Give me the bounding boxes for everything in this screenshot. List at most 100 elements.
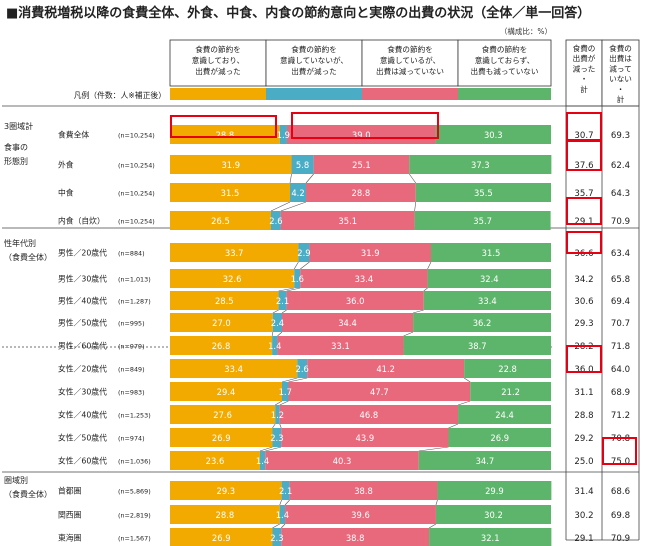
bar-value-label: 5.8 xyxy=(296,160,309,170)
legend-label: 凡例（件数：人※補正後） xyxy=(74,90,166,100)
summary-decreased: 30.2 xyxy=(574,511,593,521)
bar-segment xyxy=(286,291,424,310)
bar-segment xyxy=(279,405,459,424)
row-label: 関西圏 xyxy=(58,511,82,520)
bar-value-label: 2.3 xyxy=(270,433,283,443)
bar-value-label: 38.7 xyxy=(468,341,487,351)
series-header-text: 食費の節約を xyxy=(291,44,337,54)
row-n: (n=884) xyxy=(118,250,145,258)
summary-not-decreased: 64.0 xyxy=(611,365,630,375)
bar-segment xyxy=(285,505,436,524)
row-n: (n=2,819) xyxy=(118,512,151,520)
bar-value-label: 21.2 xyxy=(501,387,520,397)
connector-line xyxy=(277,331,283,337)
connector-line xyxy=(289,173,292,184)
bar-value-label: 32.6 xyxy=(223,274,242,284)
bar-value-label: 1.4 xyxy=(256,456,269,466)
bar-value-label: 46.8 xyxy=(360,410,379,420)
summary-decreased: 29.2 xyxy=(574,434,593,444)
bar-segment xyxy=(272,528,282,546)
bar-value-label: 28.8 xyxy=(216,130,235,140)
bar-value-label: 26.9 xyxy=(212,533,231,543)
summary-not-decreased: 65.8 xyxy=(611,275,630,285)
highlight-box xyxy=(566,140,602,171)
connector-line xyxy=(271,331,274,337)
bar-segment xyxy=(170,405,276,424)
series-header-text: 意識しておらず、 xyxy=(475,55,535,65)
bar-segment xyxy=(427,269,551,288)
series-header-text: 食費の節約を xyxy=(195,44,241,54)
bar-segment xyxy=(272,336,278,355)
summary-header-box xyxy=(601,39,640,107)
bar-value-label: 1.7 xyxy=(279,387,292,397)
header-cell-box xyxy=(457,39,552,87)
summary-header-text: 減った xyxy=(573,63,596,73)
summary-not-decreased: 64.3 xyxy=(611,189,630,199)
connector-line xyxy=(293,261,299,270)
bar-value-label: 2.3 xyxy=(270,533,283,543)
row-n: (n=849) xyxy=(118,366,145,374)
connector-line xyxy=(427,261,432,270)
bar-value-label: 1.4 xyxy=(268,341,281,351)
row-label: 女性／30歳代 xyxy=(58,387,107,397)
bar-value-label: 2.6 xyxy=(269,216,282,226)
bar-value-label: 1.6 xyxy=(291,274,304,284)
bar-segment xyxy=(470,382,551,401)
summary-decreased: 36.0 xyxy=(574,365,593,375)
bar-segment xyxy=(265,451,419,470)
bar-value-label: 2.1 xyxy=(276,296,289,306)
bar-segment xyxy=(413,313,551,332)
summary-not-decreased: 68.9 xyxy=(611,388,630,398)
summary-header-text: 減って xyxy=(609,63,631,73)
series-header-text: 出費は減っていない xyxy=(376,66,444,76)
bar-value-label: 34.4 xyxy=(338,318,357,328)
row-n: (n=1,567) xyxy=(118,535,151,543)
bar-value-label: 31.5 xyxy=(482,248,501,258)
bar-value-label: 23.6 xyxy=(206,456,225,466)
bar-layer xyxy=(170,88,552,546)
summary-not-decreased: 70.9 xyxy=(611,217,630,227)
bar-segment xyxy=(170,243,299,262)
row-label: 男性／30歳代 xyxy=(58,274,107,284)
summary-decreased: 31.4 xyxy=(574,487,593,497)
group-label: 性年代別 xyxy=(4,238,36,248)
legend-swatch xyxy=(170,88,266,100)
summary-decreased: 29.1 xyxy=(574,534,593,544)
summary-not-decreased: 69.8 xyxy=(611,511,630,521)
row-label: 女性／40歳代 xyxy=(58,410,107,420)
summary-not-decreased: 71.8 xyxy=(611,342,630,352)
legend-swatch xyxy=(362,88,458,100)
highlight-box xyxy=(602,437,637,465)
bar-segment xyxy=(464,359,551,378)
summary-not-decreased: 71.2 xyxy=(611,411,630,421)
bar-value-label: 1.4 xyxy=(276,510,289,520)
connector-line xyxy=(265,446,282,452)
row-label: 女性／60歳代 xyxy=(58,456,107,466)
connector-line xyxy=(423,287,428,292)
bar-value-label: 38.8 xyxy=(354,486,373,496)
bar-segment xyxy=(277,336,404,355)
series-header-text: 意識しているが、 xyxy=(380,55,440,65)
highlight-box xyxy=(566,231,602,254)
bar-segment xyxy=(170,481,282,500)
bar-value-label: 27.6 xyxy=(213,410,232,420)
bar-value-label: 38.8 xyxy=(346,533,365,543)
connector-line xyxy=(272,523,280,529)
bar-segment xyxy=(282,382,289,401)
bar-value-label: 30.3 xyxy=(484,130,503,140)
bar-segment xyxy=(170,505,280,524)
bar-value-label: 26.9 xyxy=(490,433,509,443)
bar-segment xyxy=(437,481,552,500)
bar-value-label: 1.9 xyxy=(277,130,290,140)
bar-value-label: 26.9 xyxy=(212,433,231,443)
bar-segment xyxy=(423,291,551,310)
row-n: (n=983) xyxy=(118,389,145,397)
bar-value-label: 28.5 xyxy=(215,296,234,306)
row-n: (n=10,254) xyxy=(118,190,155,198)
bar-value-label: 31.5 xyxy=(221,188,240,198)
bar-segment xyxy=(286,125,436,144)
connector-line xyxy=(279,423,282,429)
bar-value-label: 29.4 xyxy=(217,387,236,397)
connector-line xyxy=(259,446,273,452)
series-header-text: 意識しており、 xyxy=(192,55,244,65)
